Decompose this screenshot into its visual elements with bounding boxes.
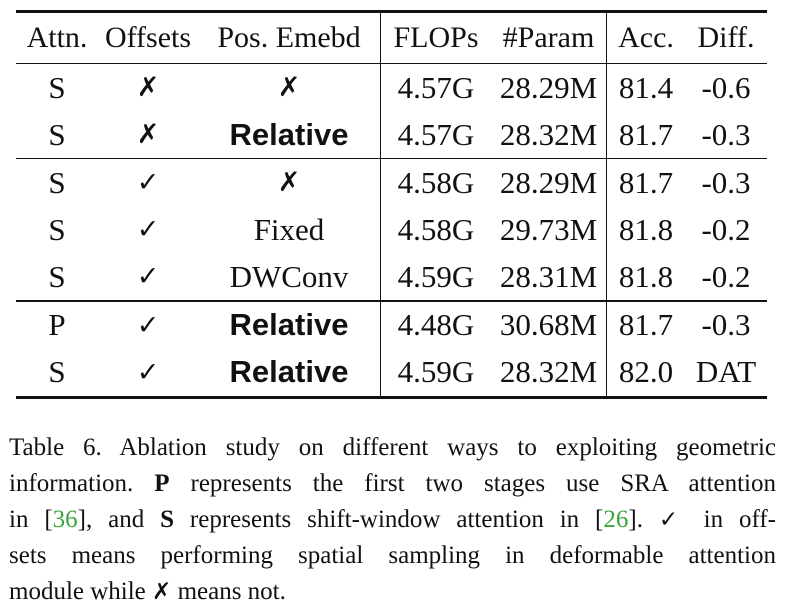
table-body: S ✗ ✗ 4.57G 28.29M 81.4 -0.6 S ✗ Relative 4.57G 28.… — [16, 63, 767, 396]
header-pos-embed: Pos. Emebd — [198, 13, 381, 63]
cell-diff: -0.3 — [701, 164, 751, 200]
cell-acc: 81.4 — [618, 69, 674, 105]
caption-text: information. — [9, 470, 155, 497]
header-attn: Attn. — [26, 21, 88, 54]
table-row: S ✓ DWConv 4.59G 28.31M 81.8 -0.2 — [16, 253, 767, 301]
cell-flops: 4.48G — [397, 307, 475, 343]
table-row: P ✓ Relative 4.48G 30.68M 81.7 -0.3 — [16, 301, 767, 349]
table-row: S ✓ Fixed 4.58G 29.73M 81.8 -0.2 — [16, 206, 767, 254]
cell-attn: S — [48, 69, 66, 105]
caption-text: ], and — [77, 506, 161, 533]
cell-pos-embed: DWConv — [198, 253, 381, 301]
caption-bold-p: P — [154, 470, 170, 497]
cell-pos-embed: Relative — [198, 111, 381, 159]
check-icon: ✓ — [658, 507, 688, 533]
caption-text: means not. — [171, 578, 286, 605]
header-acc: Acc. — [618, 21, 674, 54]
cell-offsets: ✗ — [136, 119, 160, 151]
cell-param: 28.32M — [491, 348, 607, 396]
cell-param: 28.29M — [491, 159, 607, 207]
cell-flops: 4.59G — [397, 354, 475, 390]
cell-attn: S — [48, 116, 66, 152]
citation-link-26[interactable]: 26 — [603, 506, 629, 533]
cell-flops: 4.57G — [397, 116, 475, 152]
cell-param: 28.32M — [491, 111, 607, 159]
table-row: S ✓ ✗ 4.58G 28.29M 81.7 -0.3 — [16, 159, 767, 207]
cell-attn: S — [48, 164, 66, 200]
cell-attn: S — [48, 354, 66, 390]
cell-flops: 4.57G — [397, 69, 475, 105]
table-row: S ✗ ✗ 4.57G 28.29M 81.4 -0.6 — [16, 64, 767, 112]
caption-text: Table 6. Ablation study on different way… — [9, 434, 776, 461]
caption-text: in [ — [9, 506, 53, 533]
caption-line-2: information. P represents the first two … — [9, 466, 776, 502]
cell-pos-embed: Fixed — [198, 206, 381, 254]
caption-text: sets means performing spatial sampling i… — [9, 542, 776, 569]
cell-attn: S — [48, 258, 66, 294]
cell-acc: 81.7 — [618, 116, 674, 152]
cell-attn: P — [48, 307, 66, 343]
citation-link-36[interactable]: 36 — [52, 506, 78, 533]
group-separator-rule — [16, 300, 767, 302]
caption-line-1: Table 6. Ablation study on different way… — [9, 430, 776, 466]
caption-line-4: sets means performing spatial sampling i… — [9, 538, 776, 574]
cell-flops: 4.58G — [397, 164, 475, 200]
cell-attn: S — [48, 211, 66, 247]
cell-diff: -0.3 — [701, 307, 751, 343]
cell-flops: 4.59G — [397, 258, 475, 294]
caption-text: in off- — [687, 506, 777, 533]
cell-pos-embed: Relative — [198, 348, 381, 396]
cell-diff: -0.2 — [701, 258, 751, 294]
cell-pos-embed: ✗ — [198, 159, 381, 207]
cell-acc: 81.8 — [618, 258, 674, 294]
header-offsets: Offsets — [104, 21, 192, 54]
caption-line-5: module while ✗ means not. — [9, 574, 776, 610]
bottom-rule — [16, 395, 767, 399]
cell-pos-embed: ✗ — [198, 64, 381, 112]
header-rule — [16, 63, 767, 65]
cell-flops: 4.58G — [397, 211, 475, 247]
cell-pos-embed: Relative — [198, 301, 381, 349]
cell-acc: 81.7 — [618, 307, 674, 343]
table-row: S ✓ Relative 4.59G 28.32M 82.0 DAT — [16, 348, 767, 396]
header-flops: FLOPs — [393, 21, 479, 54]
cell-offsets: ✓ — [136, 261, 160, 293]
caption-bold-s: S — [160, 506, 175, 533]
cell-diff: -0.3 — [701, 116, 751, 152]
cell-offsets: ✓ — [136, 167, 160, 199]
cell-acc: 81.7 — [618, 164, 674, 200]
caption-line-3: in [36], and S represents shift-window a… — [9, 502, 776, 538]
cell-diff: DAT — [695, 354, 757, 390]
cell-diff: -0.2 — [701, 211, 751, 247]
caption-text: module while — [9, 578, 153, 605]
cell-param: 30.68M — [491, 301, 607, 349]
table-row: S ✗ Relative 4.57G 28.32M 81.7 -0.3 — [16, 111, 767, 159]
cell-acc: 81.8 — [618, 211, 674, 247]
table-header-row: Attn. Offsets Pos. Emebd FLOPs #Param Ac… — [16, 13, 767, 63]
top-rule — [16, 10, 767, 13]
caption-text: represents shift-window attention in [ — [174, 506, 604, 533]
cell-param: 29.73M — [491, 206, 607, 254]
cell-param: 28.31M — [491, 253, 607, 301]
cell-param: 28.29M — [491, 64, 607, 112]
cell-diff: -0.6 — [701, 69, 751, 105]
cross-icon: ✗ — [152, 579, 172, 605]
caption-text: represents the first two stages use SRA … — [169, 470, 777, 497]
table-caption: Table 6. Ablation study on different way… — [9, 430, 776, 610]
cell-offsets: ✓ — [136, 309, 160, 341]
cell-offsets: ✓ — [136, 356, 160, 388]
caption-text: ]. — [628, 506, 659, 533]
cell-offsets: ✗ — [136, 72, 160, 104]
group-separator-rule — [16, 158, 767, 160]
header-param: #Param — [491, 13, 607, 63]
ablation-table: Attn. Offsets Pos. Emebd FLOPs #Param Ac… — [16, 10, 767, 399]
cell-offsets: ✓ — [136, 214, 160, 246]
cell-acc: 82.0 — [618, 354, 674, 390]
header-diff: Diff. — [697, 21, 755, 54]
